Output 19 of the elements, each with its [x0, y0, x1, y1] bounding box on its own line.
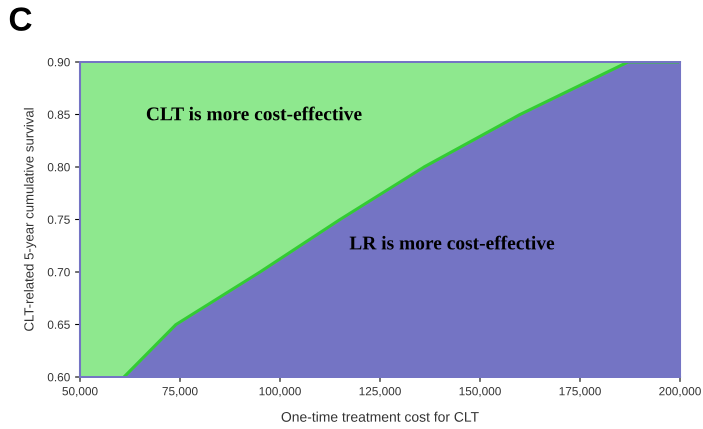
y-tick-label: 0.70 [48, 268, 70, 276]
annotation: LR is more cost-effective [350, 236, 554, 250]
x-tick-label: 75,000 [162, 387, 198, 397]
y-tick-label: 0.85 [48, 110, 70, 119]
x-tick-label: 200,000 [659, 387, 701, 397]
y-tick-label: 0.60 [48, 373, 70, 382]
x-axis-title: One-time treatment cost for CLT [282, 412, 479, 422]
y-tick-label: 0.80 [48, 163, 70, 172]
y-axis-title: CLT-related 5-year cumulative survival [24, 108, 36, 331]
y-tick-label: 0.90 [48, 58, 70, 66]
y-tick-label: 0.65 [48, 320, 70, 329]
x-tick-label: 100,000 [260, 387, 301, 397]
x-tick-label: 150,000 [460, 387, 501, 397]
annotation: CLT is more cost-effective [146, 106, 362, 120]
chart-title: C [10, 7, 32, 31]
x-tick-label: 50,000 [62, 387, 98, 397]
y-tick-label: 0.75 [48, 216, 70, 224]
x-tick-label: 175,000 [560, 387, 601, 397]
x-tick-label: 125,000 [360, 387, 401, 397]
